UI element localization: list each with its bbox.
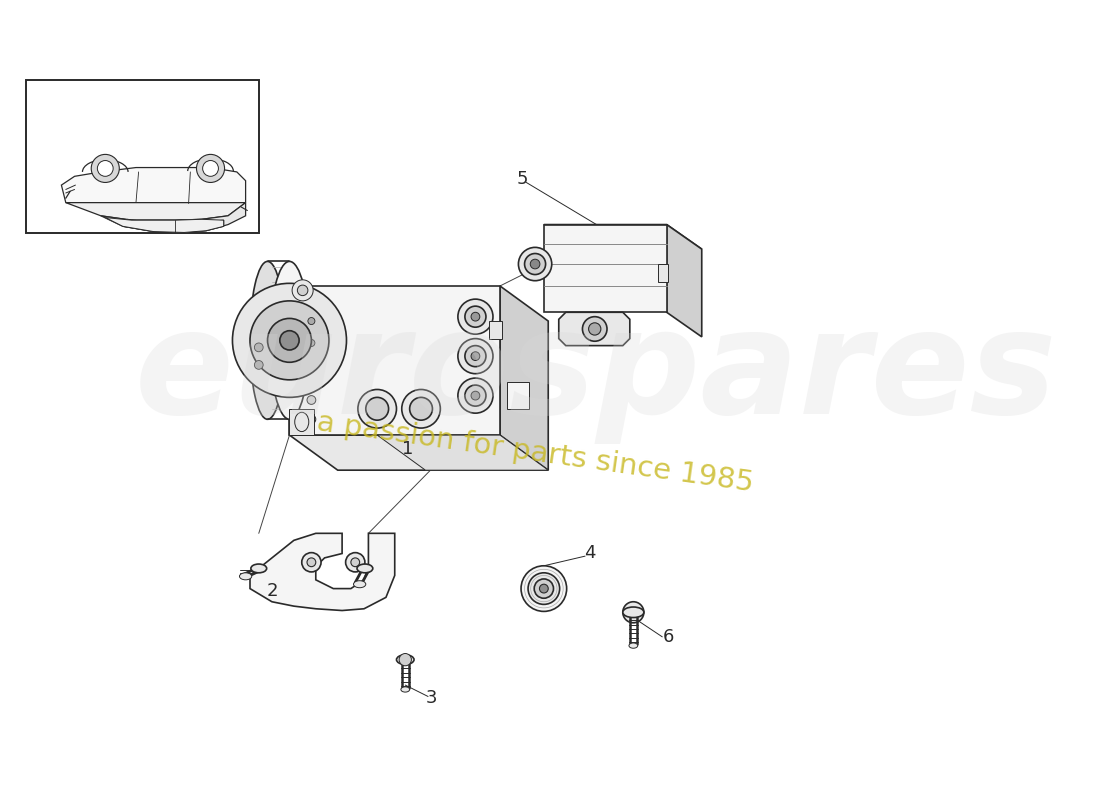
Circle shape	[366, 398, 388, 420]
Circle shape	[402, 390, 440, 428]
Text: 6: 6	[662, 628, 674, 646]
Circle shape	[465, 385, 486, 406]
Polygon shape	[62, 167, 245, 202]
Ellipse shape	[530, 259, 540, 269]
Circle shape	[458, 338, 493, 374]
Bar	[507, 382, 529, 409]
Bar	[26, 80, 258, 234]
Circle shape	[91, 154, 119, 182]
Ellipse shape	[250, 262, 285, 419]
Polygon shape	[289, 286, 500, 435]
Ellipse shape	[358, 564, 373, 573]
Bar	[289, 409, 314, 435]
Polygon shape	[106, 218, 223, 233]
Text: 4: 4	[584, 544, 595, 562]
Polygon shape	[500, 286, 548, 470]
Ellipse shape	[295, 412, 309, 431]
Circle shape	[471, 312, 480, 321]
Bar	[490, 321, 502, 338]
Circle shape	[98, 161, 113, 176]
Polygon shape	[543, 225, 702, 249]
Circle shape	[399, 654, 411, 666]
Circle shape	[351, 558, 360, 566]
Bar	[658, 264, 669, 282]
Ellipse shape	[240, 573, 252, 580]
Text: 5: 5	[516, 170, 528, 188]
Circle shape	[521, 566, 566, 611]
Ellipse shape	[250, 301, 329, 380]
Circle shape	[528, 573, 560, 604]
Circle shape	[254, 343, 263, 352]
Ellipse shape	[353, 581, 366, 588]
Circle shape	[307, 396, 316, 404]
Circle shape	[458, 378, 493, 413]
Ellipse shape	[232, 283, 346, 398]
Ellipse shape	[267, 318, 311, 362]
Circle shape	[358, 390, 396, 428]
Circle shape	[307, 558, 316, 566]
Circle shape	[297, 285, 308, 296]
Circle shape	[307, 415, 316, 424]
Text: 1: 1	[403, 440, 414, 458]
Circle shape	[202, 161, 219, 176]
Polygon shape	[101, 202, 245, 233]
Ellipse shape	[623, 607, 643, 618]
Circle shape	[535, 579, 553, 598]
Circle shape	[588, 323, 601, 335]
Polygon shape	[543, 225, 667, 312]
Circle shape	[471, 391, 480, 400]
Circle shape	[197, 154, 224, 182]
Text: 3: 3	[426, 690, 438, 707]
Text: a passion for parts since 1985: a passion for parts since 1985	[315, 408, 756, 497]
Circle shape	[308, 318, 315, 325]
Circle shape	[409, 398, 432, 420]
Circle shape	[539, 584, 548, 593]
Ellipse shape	[279, 330, 299, 350]
Text: 2: 2	[266, 582, 277, 600]
Circle shape	[254, 361, 263, 370]
Circle shape	[465, 306, 486, 327]
Polygon shape	[66, 202, 245, 220]
Ellipse shape	[525, 254, 546, 274]
Circle shape	[345, 553, 365, 572]
Text: eurospares: eurospares	[135, 303, 1058, 444]
Ellipse shape	[396, 655, 414, 665]
Circle shape	[623, 602, 643, 623]
Polygon shape	[667, 225, 702, 337]
Polygon shape	[123, 219, 223, 233]
Circle shape	[465, 346, 486, 366]
Ellipse shape	[629, 643, 638, 648]
Polygon shape	[559, 312, 630, 346]
Ellipse shape	[270, 262, 309, 419]
Circle shape	[582, 317, 607, 342]
Circle shape	[471, 352, 480, 361]
Ellipse shape	[518, 247, 552, 281]
Circle shape	[301, 553, 321, 572]
Circle shape	[293, 280, 314, 301]
Polygon shape	[289, 435, 548, 470]
Circle shape	[308, 339, 315, 346]
Polygon shape	[377, 435, 548, 470]
Ellipse shape	[251, 564, 266, 573]
Polygon shape	[250, 534, 395, 610]
Ellipse shape	[400, 687, 409, 692]
Circle shape	[458, 299, 493, 334]
